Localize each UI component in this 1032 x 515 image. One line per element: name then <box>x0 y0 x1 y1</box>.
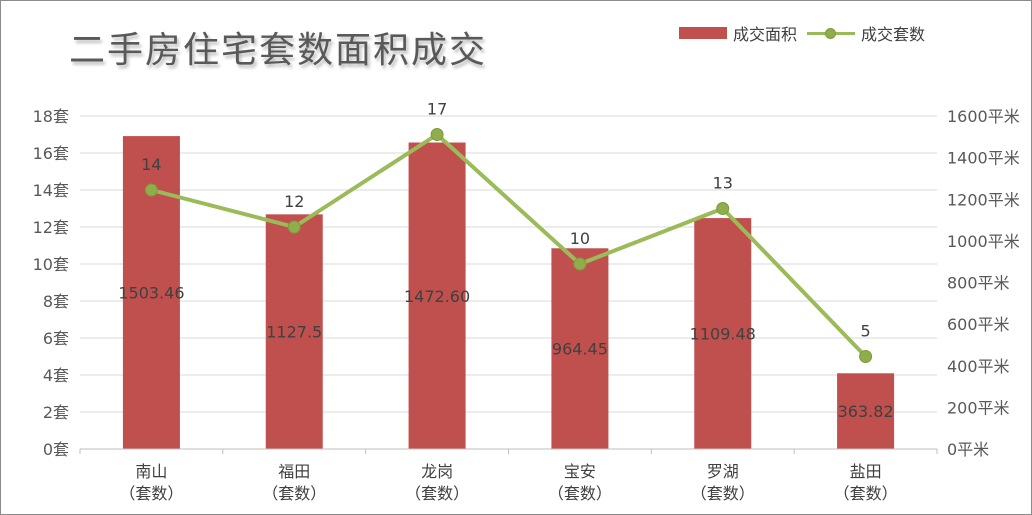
line-point <box>573 257 587 271</box>
bar-data-label: 1127.5 <box>266 323 322 342</box>
bar-data-label: 1109.48 <box>690 325 756 344</box>
category-label-line: （套数） <box>405 484 469 503</box>
category-label-line: 南山 <box>135 462 167 481</box>
line-data-label: 5 <box>860 322 870 341</box>
left-tick-label: 0套 <box>43 440 69 459</box>
category-label: 福田 （套数） <box>262 462 326 503</box>
category-label: 罗湖 （套数） <box>691 462 755 503</box>
left-tick-label: 4套 <box>43 366 69 385</box>
category-label-line: 龙岗 <box>421 462 453 481</box>
bar-data-label: 1503.46 <box>118 284 184 303</box>
left-tick-label: 12套 <box>33 218 69 237</box>
line-path <box>150 132 868 358</box>
line-series: 14 12 17 10 13 5 <box>141 100 873 363</box>
bar <box>837 373 895 449</box>
line-data-label: 13 <box>713 174 733 193</box>
right-tick-label: 600平米 <box>947 315 1010 334</box>
left-tick-label: 16套 <box>33 144 69 163</box>
category-label-line: 福田 <box>278 462 310 481</box>
right-tick-label: 1000平米 <box>947 232 1020 251</box>
left-tick-label: 14套 <box>33 181 69 200</box>
bar-data-label: 964.45 <box>552 340 608 359</box>
line-data-label: 17 <box>427 100 447 119</box>
bar <box>694 218 752 449</box>
legend-label-area: 成交面积 <box>733 25 798 44</box>
line-point <box>716 202 730 215</box>
right-tick-label: 1600平米 <box>947 107 1020 126</box>
line-point <box>859 350 873 363</box>
category-label: 南山 （套数） <box>119 462 183 503</box>
left-tick-label: 6套 <box>43 329 69 348</box>
left-tick-label: 2套 <box>43 403 69 422</box>
line-data-label: 12 <box>284 192 304 211</box>
axes: 0套 2套 4套 6套 8套 10套 12套 14套 16套 18套 0平米 200平米 400平米 60… <box>33 107 1020 503</box>
bar <box>408 142 466 449</box>
right-tick-label: 1200平米 <box>947 190 1020 209</box>
gridlines <box>80 115 937 413</box>
right-tick-label: 200平米 <box>947 398 1010 417</box>
bar-data-label: 1472.60 <box>404 287 470 306</box>
left-tick-label: 8套 <box>43 292 69 311</box>
category-label: 龙岗 （套数） <box>405 462 469 503</box>
category-label-line: （套数） <box>691 484 755 503</box>
left-tick-label: 10套 <box>33 255 69 274</box>
bar-series <box>122 136 895 449</box>
right-tick-label: 1400平米 <box>947 149 1020 168</box>
bar-data-label: 363.82 <box>838 402 894 421</box>
category-label: 宝安 （套数） <box>548 462 612 503</box>
bar <box>551 248 609 449</box>
legend-item-area: 成交面积 <box>679 21 797 45</box>
right-tick-label: 400平米 <box>947 357 1010 376</box>
category-label-line: 宝安 <box>564 462 596 481</box>
category-label-line: （套数） <box>548 484 612 503</box>
category-label-line: （套数） <box>834 484 898 503</box>
category-label-line: 罗湖 <box>707 462 739 481</box>
category-label-line: （套数） <box>119 484 183 503</box>
line-data-label: 14 <box>141 155 161 174</box>
right-tick-label: 0平米 <box>947 440 989 459</box>
left-tick-label: 18套 <box>33 107 69 126</box>
category-label-line: （套数） <box>262 484 326 503</box>
legend: 成交面积 成交套数 <box>679 21 925 45</box>
line-data-label: 10 <box>570 229 590 248</box>
line-point <box>144 183 158 197</box>
chart-title: 二手房住宅套数面积成交 <box>69 30 488 71</box>
legend-swatch-count <box>807 27 856 39</box>
line-point <box>287 220 301 234</box>
line-point <box>430 128 444 141</box>
legend-label-count: 成交套数 <box>861 25 926 44</box>
category-label: 盐田 （套数） <box>834 462 898 503</box>
bar-data-labels: 1503.46 1127.5 1472.60 964.45 1109.48 363.82 <box>118 284 893 422</box>
legend-swatch-area <box>679 27 727 39</box>
bar <box>265 214 323 449</box>
right-tick-label: 800平米 <box>947 274 1010 293</box>
legend-item-count: 成交套数 <box>797 21 925 45</box>
category-label-line: 盐田 <box>850 462 882 481</box>
